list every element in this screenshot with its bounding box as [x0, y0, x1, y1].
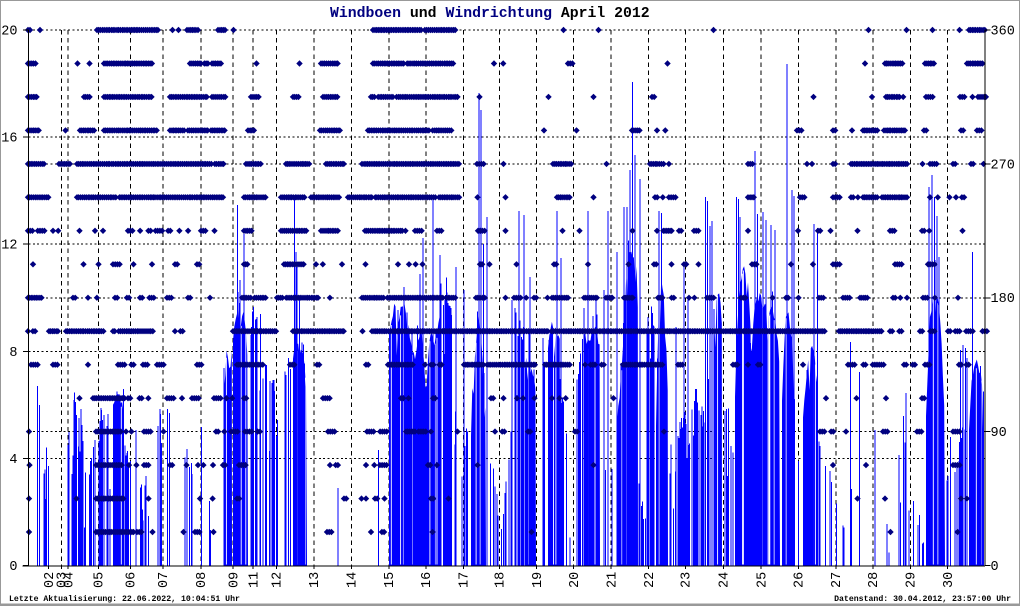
- svg-text:14: 14: [346, 572, 361, 588]
- svg-text:22: 22: [643, 572, 658, 588]
- svg-text:19: 19: [531, 572, 546, 588]
- svg-text:30: 30: [942, 572, 957, 588]
- svg-text:12: 12: [271, 572, 286, 588]
- svg-text:26: 26: [793, 572, 808, 588]
- svg-text:Letzte Aktualisierung: 22.06.2: Letzte Aktualisierung: 22.06.2022, 10:04…: [9, 594, 240, 604]
- svg-text:06: 06: [125, 572, 140, 588]
- svg-text:03: 03: [56, 572, 71, 588]
- svg-text:Windboen und Windrichtung Apri: Windboen und Windrichtung April 2012: [330, 6, 650, 22]
- svg-text:16: 16: [420, 572, 435, 588]
- svg-text:360: 360: [991, 25, 1015, 40]
- svg-text:04: 04: [62, 572, 77, 588]
- svg-text:29: 29: [905, 572, 920, 588]
- svg-text:0: 0: [991, 560, 999, 575]
- svg-text:27: 27: [830, 572, 845, 588]
- svg-text:20: 20: [1, 25, 17, 40]
- svg-text:16: 16: [1, 132, 17, 147]
- svg-text:180: 180: [991, 292, 1015, 307]
- svg-text:0: 0: [9, 560, 17, 575]
- svg-text:11: 11: [247, 572, 262, 588]
- svg-text:4: 4: [9, 453, 17, 468]
- svg-text:08: 08: [195, 572, 210, 588]
- svg-text:Datenstand: 30.04.2012, 23:57:: Datenstand: 30.04.2012, 23:57:00 Uhr: [834, 594, 1011, 604]
- svg-text:13: 13: [308, 572, 323, 588]
- svg-text:8: 8: [9, 346, 17, 361]
- svg-text:21: 21: [605, 572, 620, 588]
- svg-text:20: 20: [568, 572, 583, 588]
- svg-text:28: 28: [867, 572, 882, 588]
- svg-text:17: 17: [458, 572, 473, 588]
- svg-text:07: 07: [157, 572, 172, 588]
- svg-text:25: 25: [755, 572, 770, 588]
- svg-text:90: 90: [991, 426, 1007, 441]
- svg-text:15: 15: [383, 572, 398, 588]
- svg-text:18: 18: [494, 572, 509, 588]
- svg-text:270: 270: [991, 158, 1015, 173]
- svg-text:12: 12: [1, 239, 17, 254]
- svg-text:02: 02: [43, 572, 58, 588]
- svg-text:23: 23: [680, 572, 695, 588]
- svg-text:24: 24: [718, 572, 733, 588]
- svg-text:09: 09: [227, 572, 242, 588]
- svg-text:05: 05: [93, 572, 108, 588]
